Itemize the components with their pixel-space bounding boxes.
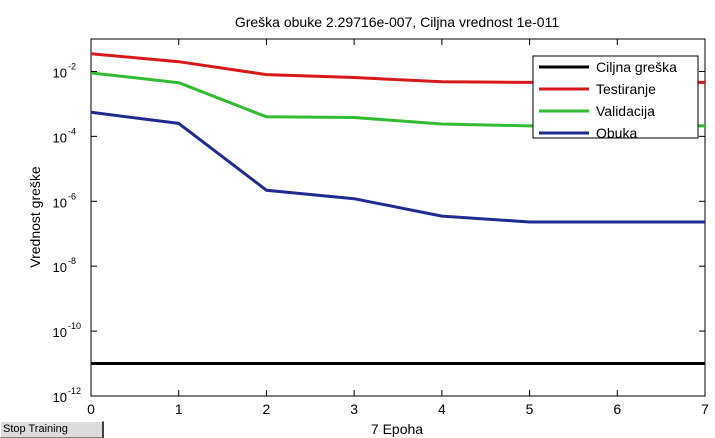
legend-label-0: Ciljna greška [596, 59, 677, 75]
x-tick-label: 7 [701, 401, 709, 417]
x-axis-label: 7 Epoha [371, 421, 423, 437]
stop-training-button[interactable]: Stop Training [0, 421, 104, 438]
x-tick-label: 0 [87, 401, 95, 417]
x-tick-label: 4 [438, 401, 446, 417]
x-tick-label: 5 [526, 401, 534, 417]
y-tick-label-base: 10 [53, 390, 67, 405]
y-tick-label-base: 10 [53, 65, 67, 80]
legend: Ciljna greška Testiranje Validacija Obuka [532, 55, 699, 141]
y-tick-label-exp: -6 [68, 191, 76, 201]
y-tick-label-base: 10 [53, 325, 67, 340]
y-tick-label-base: 10 [53, 130, 67, 145]
x-tick-label: 3 [350, 401, 358, 417]
legend-label-1: Testiranje [596, 81, 656, 97]
x-tick-label: 1 [175, 401, 183, 417]
y-tick-label-base: 10 [53, 260, 67, 275]
legend-box [532, 55, 699, 139]
y-tick-label-exp: -2 [68, 61, 76, 71]
x-tick-label: 2 [263, 401, 271, 417]
legend-label-2: Validacija [596, 103, 655, 119]
y-tick-label-exp: -8 [68, 256, 76, 266]
y-tick-label-base: 10 [53, 195, 67, 210]
legend-label-3: Obuka [596, 125, 637, 141]
y-tick-label-exp: -4 [68, 126, 76, 136]
y-tick-label-exp: -10 [68, 321, 81, 331]
series-line-3 [90, 110, 705, 224]
y-axis-label: Vrednost greške [27, 166, 43, 268]
chart-title: Greška obuke 2.29716e-007, Ciljna vredno… [235, 14, 559, 30]
y-tick-label-exp: -12 [68, 386, 81, 396]
x-tick-label: 6 [613, 401, 621, 417]
